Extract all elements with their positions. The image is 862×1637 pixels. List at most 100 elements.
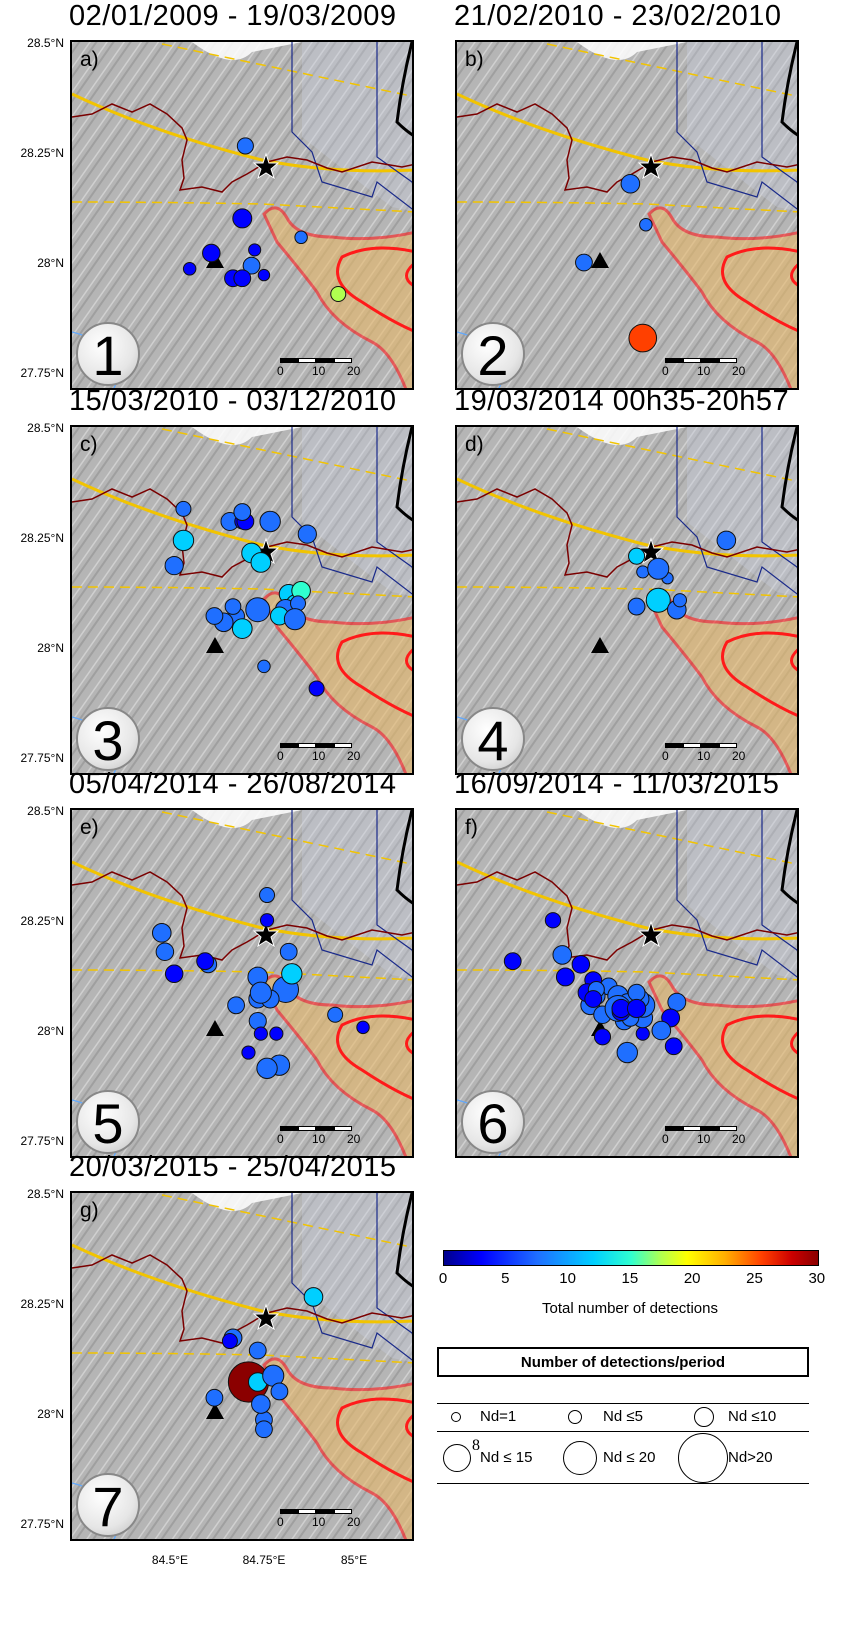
- scale-tick: 0: [662, 1132, 669, 1146]
- detection-marker: [627, 983, 646, 1002]
- scale-segment: [316, 358, 334, 363]
- station-triangle-icon: [591, 637, 609, 653]
- colorbar-tick: 10: [559, 1270, 576, 1287]
- scale-tick: 20: [347, 749, 361, 763]
- detection-marker: [627, 597, 646, 616]
- detection-marker: [356, 1020, 370, 1035]
- detection-marker: [503, 952, 522, 971]
- scale-tick: 10: [312, 1515, 326, 1529]
- detection-marker: [253, 1026, 268, 1041]
- colorbar-tick: 5: [501, 1270, 510, 1287]
- map-panel: g) 7 0 10 20: [70, 1191, 414, 1541]
- detection-marker: [196, 952, 215, 971]
- scale-tick: 0: [277, 364, 284, 378]
- detection-marker: [249, 981, 272, 1004]
- legend-size-circle: [694, 1407, 714, 1427]
- scale-segment: [334, 358, 352, 363]
- scale-tick: 10: [312, 1132, 326, 1146]
- panel-number-badge: 3: [76, 707, 140, 772]
- scale-segment: [701, 358, 719, 363]
- detection-marker: [221, 1333, 238, 1350]
- scale-segment: [316, 1509, 334, 1514]
- scale-segment: [719, 1126, 737, 1131]
- terrain-map: [72, 42, 412, 388]
- colorbar-tick: 30: [808, 1270, 826, 1287]
- detection-marker: [297, 524, 317, 544]
- mainshock-star-icon: [252, 920, 280, 948]
- legend-size-label: Nd>20: [728, 1449, 773, 1466]
- legend-size-circle: [568, 1410, 582, 1424]
- scale-segment: [280, 1509, 298, 1514]
- detection-marker: [552, 945, 573, 965]
- detection-marker: [257, 268, 271, 282]
- scale-tick: 0: [277, 749, 284, 763]
- legend-divider: [437, 1483, 809, 1484]
- scale-tick: 10: [312, 364, 326, 378]
- scale-tick: 0: [277, 1515, 284, 1529]
- scale-segment: [280, 1126, 298, 1131]
- detection-marker: [575, 253, 593, 272]
- latitude-label: 27.75°N: [20, 751, 65, 765]
- scale-segment: [334, 743, 352, 748]
- scale-segment: [683, 743, 701, 748]
- colorbar-tick: 15: [621, 1270, 639, 1287]
- scale-segment: [683, 358, 701, 363]
- detection-marker: [233, 503, 252, 521]
- scale-bar: 0 10 20: [277, 743, 360, 763]
- latitude-label: 28°N: [37, 1024, 64, 1038]
- detection-marker: [635, 1026, 650, 1041]
- latitude-label: 28.5°N: [27, 421, 64, 435]
- scale-segment: [298, 358, 316, 363]
- scale-segment: [280, 743, 298, 748]
- latitude-label: 28.5°N: [27, 36, 64, 50]
- detection-marker: [151, 923, 172, 943]
- detection-marker: [544, 912, 562, 929]
- terrain-map: [72, 427, 412, 773]
- colorbar-tick: 25: [746, 1270, 763, 1287]
- scale-segment: [701, 743, 719, 748]
- legend-size-label: Nd ≤ 20: [603, 1449, 656, 1466]
- latitude-label: 28°N: [37, 256, 64, 270]
- longitude-label: 85°E: [340, 1553, 368, 1567]
- latitude-label: 28.5°N: [27, 804, 64, 818]
- legend-size-label: Nd ≤5: [603, 1408, 643, 1425]
- legend-size-circle: [678, 1433, 728, 1483]
- panel-title: 20/03/2015 - 25/04/2015: [69, 1151, 397, 1183]
- panel-letter: a): [80, 48, 99, 71]
- detection-marker: [251, 1394, 271, 1414]
- detection-marker: [175, 500, 192, 517]
- station-triangle-icon: [206, 637, 224, 653]
- latitude-label: 28°N: [37, 1407, 64, 1421]
- colorbar-label: Total number of detections: [542, 1300, 718, 1317]
- panel-letter: c): [80, 433, 98, 456]
- detection-marker: [245, 597, 271, 623]
- detection-marker: [647, 557, 670, 580]
- scale-segment: [316, 1126, 334, 1131]
- scale-bar: 0 10 20: [662, 743, 745, 763]
- scale-bar: 0 10 20: [662, 1126, 745, 1146]
- station-triangle-icon: [591, 252, 609, 268]
- map-panel: e) 5 0 10 20: [70, 808, 414, 1158]
- panel-title: 19/03/2014 00h35-20h57: [454, 385, 790, 417]
- legend-divider: [437, 1431, 809, 1432]
- detection-marker: [281, 963, 303, 985]
- panel-letter: e): [80, 816, 99, 839]
- latitude-label: 28.25°N: [20, 146, 65, 160]
- panel-title: 21/02/2010 - 23/02/2010: [454, 0, 782, 32]
- detection-marker: [257, 659, 271, 674]
- panel-number-badge: 6: [461, 1090, 525, 1155]
- scale-tick: 20: [347, 1515, 361, 1529]
- detection-marker: [232, 208, 253, 229]
- detection-marker: [645, 587, 671, 613]
- legend-size-label: Nd ≤ 15: [480, 1449, 533, 1466]
- detection-marker: [636, 565, 650, 579]
- detection-marker: [233, 269, 252, 288]
- detection-marker: [259, 510, 281, 533]
- scale-segment: [280, 358, 298, 363]
- map-panel: c) 3 0 10 20: [70, 425, 414, 775]
- scale-tick: 10: [697, 1132, 711, 1146]
- detection-marker: [270, 1382, 289, 1401]
- detection-marker: [224, 598, 242, 615]
- detection-marker: [255, 1420, 273, 1439]
- map-panel: a) 1 0 10 20: [70, 40, 414, 390]
